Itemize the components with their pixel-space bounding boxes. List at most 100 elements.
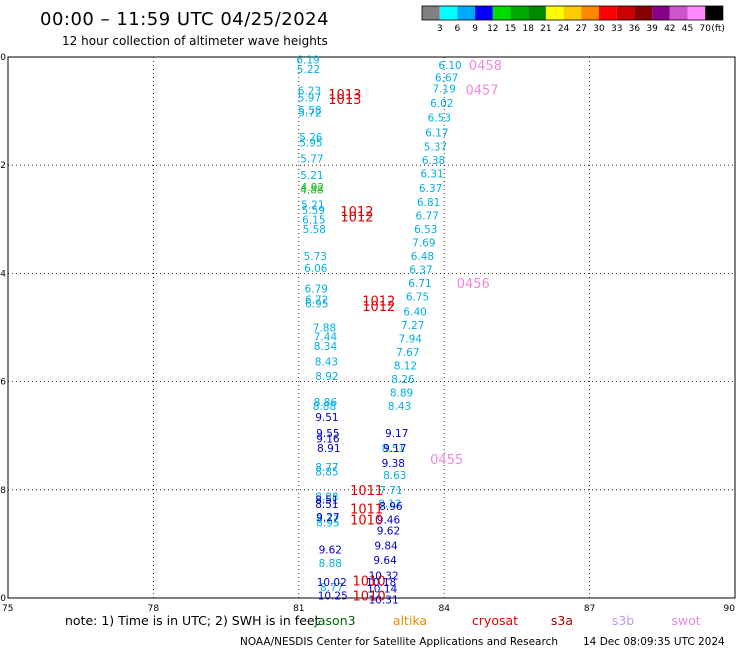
satellite-legend-s3a: s3a [551, 613, 573, 628]
wave-height-label: 5.22 [297, 64, 320, 76]
colorbar-label: 6 [455, 24, 461, 34]
footer-credit: NOAA/NESDIS Center for Satellite Applica… [240, 636, 558, 648]
wave-height-label: 10.02 [317, 577, 347, 589]
colorbar-swatch [687, 6, 706, 20]
y-tick-label: 0 [0, 53, 6, 63]
colorbar-label: 70 [699, 24, 711, 34]
wave-height-label: 9.84 [374, 541, 398, 553]
colorbar-label: 39 [646, 24, 658, 34]
wave-height-label: 8.85 [315, 466, 338, 478]
wave-height-label: 8.77 [320, 582, 343, 594]
colorbar-label: 21 [540, 24, 551, 34]
wave-height-label: 4.92 [301, 182, 324, 194]
x-tick-label: 75 [2, 604, 13, 614]
wave-height-label: 5.95 [299, 137, 322, 149]
wave-height-label: 8.63 [383, 470, 406, 482]
chart-title: 00:00 – 11:59 UTC 04/25/2024 [40, 9, 329, 30]
note-bar: note: 1) Time is in UTC; 2) SWH is in fe… [65, 613, 701, 628]
wave-height-label: 6.38 [422, 155, 445, 167]
wave-height-label: 5.72 [298, 108, 321, 120]
colorbar-label: 18 [522, 24, 534, 34]
wave-height-label: 10.25 [318, 590, 348, 602]
colorbar-label: 24 [558, 24, 570, 34]
wave-height-label: 5.73 [304, 251, 327, 263]
wave-height-label: 9.55 [316, 428, 339, 440]
wave-height-label: 8.72 [316, 513, 339, 525]
satellite-legend-swot: swot [671, 613, 700, 628]
plot-frame [7, 56, 736, 599]
wave-height-label: 5.77 [300, 154, 323, 166]
colorbar-label: 45 [682, 24, 693, 34]
wave-height-label: 6.40 [403, 306, 426, 318]
wave-height-label: 9.62 [377, 525, 400, 537]
footer-timestamp: 14 Dec 08:09:35 UTC 2024 [583, 636, 725, 648]
y-tick-label: -2 [0, 161, 6, 171]
wave-height-label: 6.15 [302, 214, 325, 226]
satellite-legend-cryosat: cryosat [472, 613, 518, 628]
colorbar-swatch [581, 6, 599, 20]
pass-time-label: 1010 [350, 514, 383, 529]
colorbar-swatch [599, 6, 617, 20]
wave-height-label: 9.17 [385, 428, 408, 440]
pass-time-label: 1012 [340, 205, 373, 220]
y-tick-label: -6 [0, 378, 6, 388]
colorbar-label: 42 [664, 24, 675, 34]
colorbar-label: 15 [505, 24, 516, 34]
x-tick-label: 87 [584, 604, 595, 614]
colorbar-swatch [616, 6, 635, 20]
colorbar-label: 36 [629, 24, 641, 34]
wave-height-label: 9.51 [315, 412, 338, 424]
pass-time-label: 1010 [353, 575, 386, 590]
x-tick-label: 90 [724, 604, 736, 614]
wave-height-label: 8.95 [316, 517, 339, 529]
wave-height-label: 8.12 [394, 360, 417, 372]
pass-time-label: 1012 [362, 294, 395, 309]
wave-height-label: 6.06 [304, 263, 328, 275]
colorbar-label: 9 [472, 24, 478, 34]
pass-time-label: 0456 [457, 277, 490, 292]
colorbar-swatch [669, 6, 688, 20]
wave-height-label: 8.51 [315, 499, 338, 511]
pass-time-label: 1012 [340, 211, 373, 226]
wave-height-label: 7.94 [399, 333, 423, 345]
wave-height-label: 5.26 [299, 132, 323, 144]
wave-height-label: 5.37 [424, 141, 447, 153]
wave-height-label: 9.38 [382, 458, 405, 470]
wave-height-label: 8.77 [315, 462, 338, 474]
wave-height-label: 6.02 [430, 98, 453, 110]
colorbar-swatch [422, 6, 440, 20]
wave-height-label: 7.19 [433, 83, 456, 95]
wave-height-label: 10.32 [369, 570, 399, 582]
colorbar-swatch [705, 6, 723, 20]
colorbar-swatch [457, 6, 476, 20]
wave-height-label: 7.88 [313, 323, 336, 335]
satellite-legend: jason3 altika cryosat s3a s3b swot [313, 613, 700, 628]
wave-height-label: 5.21 [301, 200, 324, 212]
wave-height-label: 5.21 [300, 170, 323, 182]
wave-height-label: 9.27 [316, 512, 339, 524]
wave-height-label: 6.23 [298, 86, 321, 98]
wave-height-label: 6.48 [411, 251, 434, 263]
y-tick-label: -4 [0, 269, 6, 279]
colorbar-label: 12 [487, 24, 498, 34]
wave-height-label: 6.79 [305, 284, 328, 296]
pass-time-label: 1011 [350, 503, 383, 518]
wave-height-label: 8.96 [379, 501, 403, 513]
pass-time-label: 1011 [350, 484, 383, 499]
wave-height-label: 7.27 [401, 320, 424, 332]
wave-height-label: 6.31 [420, 168, 443, 180]
wave-height-label: 9.62 [319, 544, 342, 556]
colorbar-label: 27 [576, 24, 587, 34]
pass-time-label: 1010 [353, 589, 386, 604]
data-points: 6.195.226.235.975.585.725.265.955.775.21… [296, 55, 461, 607]
wave-height-label: 6.75 [406, 292, 429, 304]
y-tick-label: -8 [0, 486, 6, 496]
y-axis-ticks: 0 -2 -4 -6 -8 -10 [0, 53, 6, 604]
wave-height-label: 8.12 [378, 498, 401, 510]
x-tick-label: 84 [438, 604, 450, 614]
x-tick-label: 78 [148, 604, 160, 614]
x-axis-ticks: 75 78 81 84 87 90 [2, 604, 735, 614]
wave-height-label: 6.53 [414, 224, 437, 236]
chart-subtitle: 12 hour collection of altimeter wave hei… [62, 34, 328, 48]
